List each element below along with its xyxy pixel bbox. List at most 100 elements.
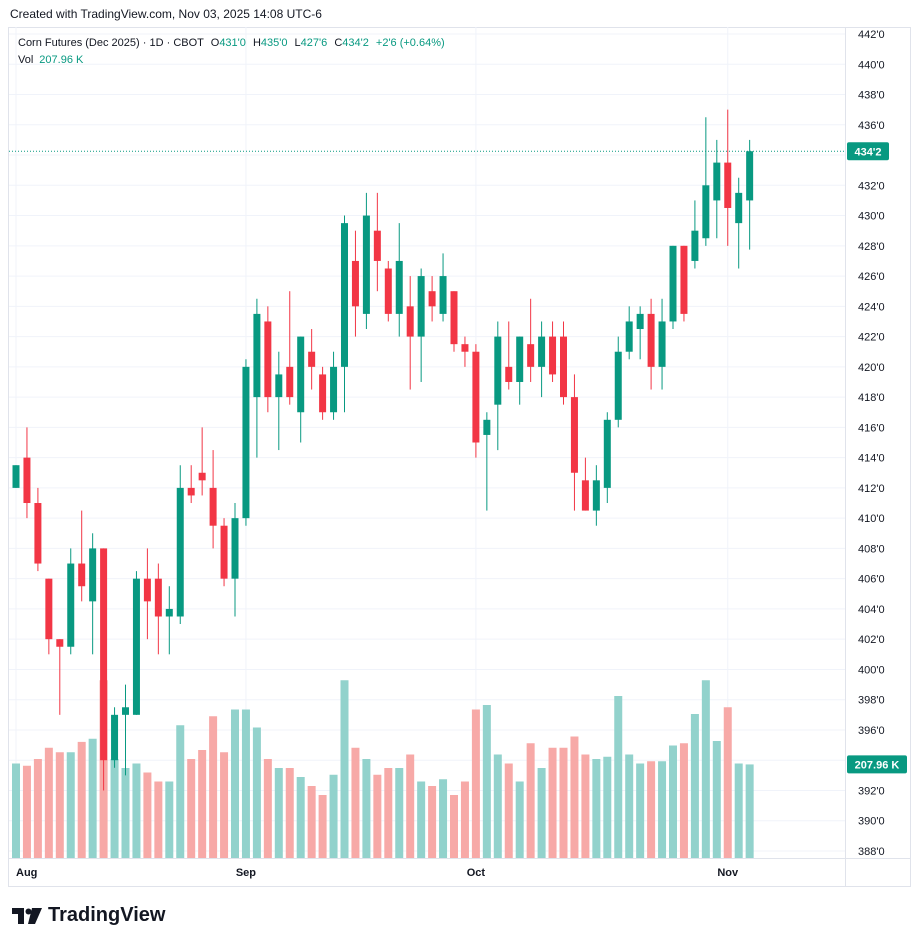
candle: [669, 245, 677, 330]
price-tick-label: 388'0: [858, 846, 885, 858]
volume-bar: [537, 768, 546, 858]
candle: [143, 548, 151, 640]
volume-bar: [647, 761, 656, 858]
candle-body: [560, 336, 567, 398]
symbol-name[interactable]: Corn Futures (Dec 2025): [18, 37, 140, 49]
candle: [165, 586, 173, 655]
candle: [67, 548, 75, 655]
candle: [231, 503, 239, 617]
open-value: 431'0: [219, 37, 246, 49]
price-tick-label: 392'0: [858, 785, 885, 797]
candle: [275, 351, 283, 451]
candle: [132, 571, 140, 715]
volume-bar: [526, 743, 535, 858]
price-tick-label: 428'0: [858, 241, 885, 253]
volume-bar: [603, 756, 612, 858]
tradingview-logo-icon: [12, 907, 42, 924]
time-tick-label: Oct: [467, 867, 486, 879]
volume-bar: [592, 759, 601, 858]
price-tick-label: 432'0: [858, 180, 885, 192]
interval-label[interactable]: 1D: [149, 37, 164, 49]
grid-layer: [8, 27, 911, 886]
candle-body: [527, 344, 535, 367]
candle: [45, 578, 53, 655]
candle-body: [89, 548, 97, 602]
candle: [308, 329, 316, 390]
volume-bar: [373, 774, 382, 858]
candle-body: [658, 321, 666, 367]
price-tick-label: 440'0: [858, 59, 885, 71]
price-axis: 388'0390'0392'0394'0396'0398'0400'0402'0…: [858, 29, 885, 858]
candle-body: [264, 321, 272, 398]
price-tick-label: 426'0: [858, 271, 885, 283]
volume-bar: [482, 705, 491, 858]
candle: [209, 450, 217, 549]
volume-bar: [428, 786, 437, 858]
volume-bar: [701, 680, 710, 858]
volume-bar: [362, 759, 371, 858]
candle: [122, 684, 129, 776]
candle: [625, 306, 633, 360]
candle: [636, 306, 644, 360]
candle-body: [384, 268, 392, 314]
price-tick-label: 402'0: [858, 634, 885, 646]
volume-bar: [340, 680, 349, 858]
candle-body: [724, 162, 732, 208]
volume-bar: [384, 768, 393, 858]
candle-body: [286, 366, 294, 398]
candle: [341, 215, 348, 413]
candle-body: [625, 321, 633, 352]
chart-frame: [8, 27, 911, 887]
legend-separator: ·: [166, 37, 171, 49]
candle: [603, 412, 611, 504]
tradingview-logo[interactable]: TradingView: [12, 904, 165, 927]
volume-bar: [712, 741, 721, 858]
candle-body: [220, 525, 228, 579]
candle-body: [713, 162, 721, 201]
candle: [330, 351, 338, 420]
candle-body: [275, 374, 283, 398]
candle: [472, 344, 480, 458]
volume-bar: [121, 768, 130, 858]
candle: [647, 298, 655, 390]
candle: [89, 533, 97, 655]
chart-legend: Corn Futures (Dec 2025) · 1D · CBOT O431…: [18, 35, 445, 69]
candle-body: [297, 336, 305, 413]
volume-bar: [77, 741, 86, 858]
candle-body: [362, 215, 370, 314]
volume-bar: [165, 781, 174, 858]
last-price-badge-text: 434'2: [854, 146, 881, 158]
candle-body: [691, 230, 699, 261]
volume-bar: [307, 786, 316, 858]
candle-body: [746, 151, 754, 201]
tradingview-wordmark: TradingView: [48, 904, 166, 926]
volume-bar: [154, 781, 163, 858]
candle: [286, 291, 294, 405]
candle: [319, 366, 327, 420]
candle-body: [100, 548, 108, 761]
candle-body: [198, 472, 206, 481]
volume-bar: [33, 759, 42, 858]
candle: [560, 321, 567, 405]
candle: [538, 321, 546, 398]
candle-body: [472, 351, 480, 443]
candle-body: [669, 245, 677, 322]
candle: [735, 177, 743, 269]
time-axis: Aug Sep Oct Nov: [16, 867, 739, 879]
candle: [12, 465, 20, 488]
volume-bar: [12, 763, 20, 858]
volume-bar: [581, 754, 590, 858]
candle: [417, 268, 425, 382]
candle: [581, 457, 589, 511]
volume-layer: [12, 680, 754, 858]
candle-body: [187, 487, 195, 496]
candle-body: [341, 223, 348, 367]
candle-body: [570, 397, 578, 473]
volume-bar: [198, 750, 207, 858]
price-tick-label: 424'0: [858, 301, 885, 313]
candle: [351, 230, 359, 337]
candle: [724, 109, 732, 246]
volume-bar: [110, 759, 119, 858]
volume-bar: [515, 781, 524, 858]
